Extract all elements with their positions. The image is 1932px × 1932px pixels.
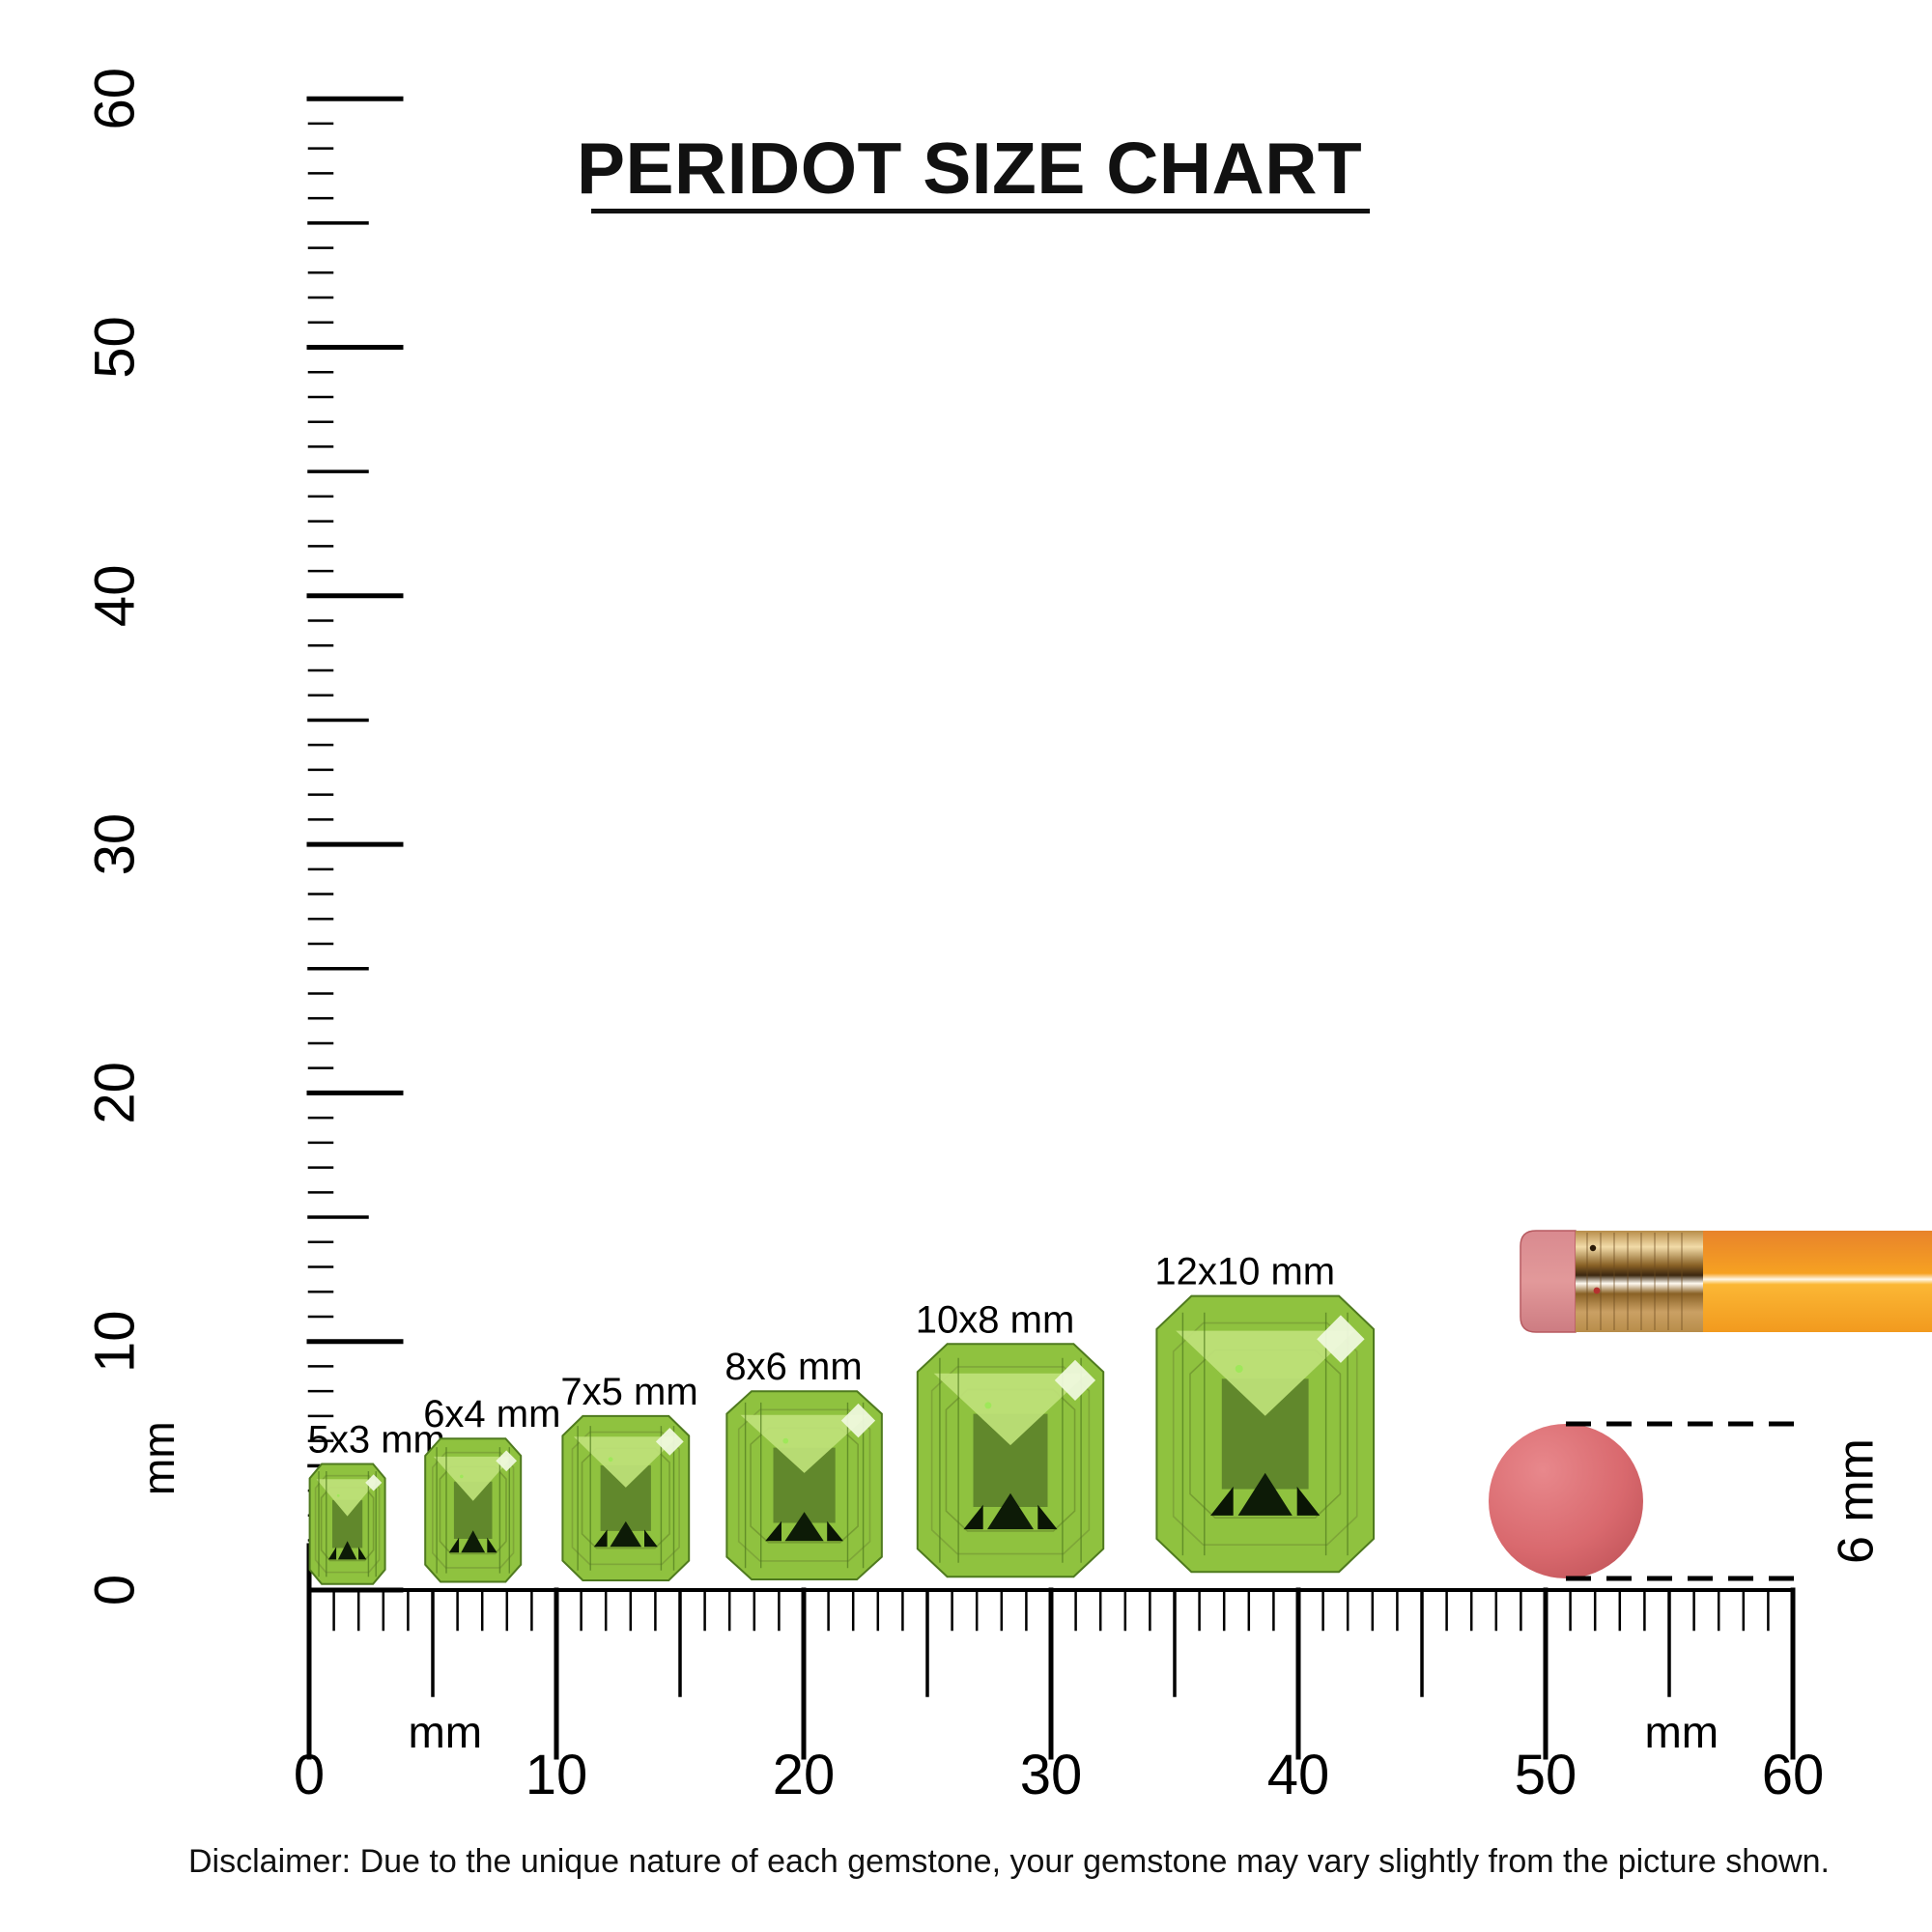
svg-text:60: 60 xyxy=(1762,1744,1825,1806)
svg-text:10: 10 xyxy=(526,1744,588,1806)
svg-text:12x10 mm: 12x10 mm xyxy=(1154,1251,1335,1293)
svg-text:10x8 mm: 10x8 mm xyxy=(916,1298,1075,1341)
svg-text:mm: mm xyxy=(408,1707,482,1757)
svg-text:60: 60 xyxy=(83,68,146,130)
svg-text:20: 20 xyxy=(83,1062,146,1124)
svg-text:10: 10 xyxy=(83,1310,146,1373)
svg-text:7x5 mm: 7x5 mm xyxy=(560,1371,697,1413)
svg-text:40: 40 xyxy=(83,565,146,628)
svg-text:6 mm: 6 mm xyxy=(1829,1438,1885,1564)
svg-text:20: 20 xyxy=(773,1744,836,1806)
svg-text:40: 40 xyxy=(1267,1744,1330,1806)
svg-text:30: 30 xyxy=(83,813,146,876)
svg-text:0: 0 xyxy=(294,1744,325,1806)
svg-text:mm: mm xyxy=(133,1421,184,1495)
svg-text:30: 30 xyxy=(1020,1744,1083,1806)
svg-text:8x6 mm: 8x6 mm xyxy=(724,1346,862,1388)
svg-text:6x4 mm: 6x4 mm xyxy=(423,1393,560,1435)
svg-text:50: 50 xyxy=(83,316,146,379)
svg-text:0: 0 xyxy=(83,1575,146,1605)
svg-text:50: 50 xyxy=(1515,1744,1577,1806)
svg-text:mm: mm xyxy=(1644,1707,1719,1757)
